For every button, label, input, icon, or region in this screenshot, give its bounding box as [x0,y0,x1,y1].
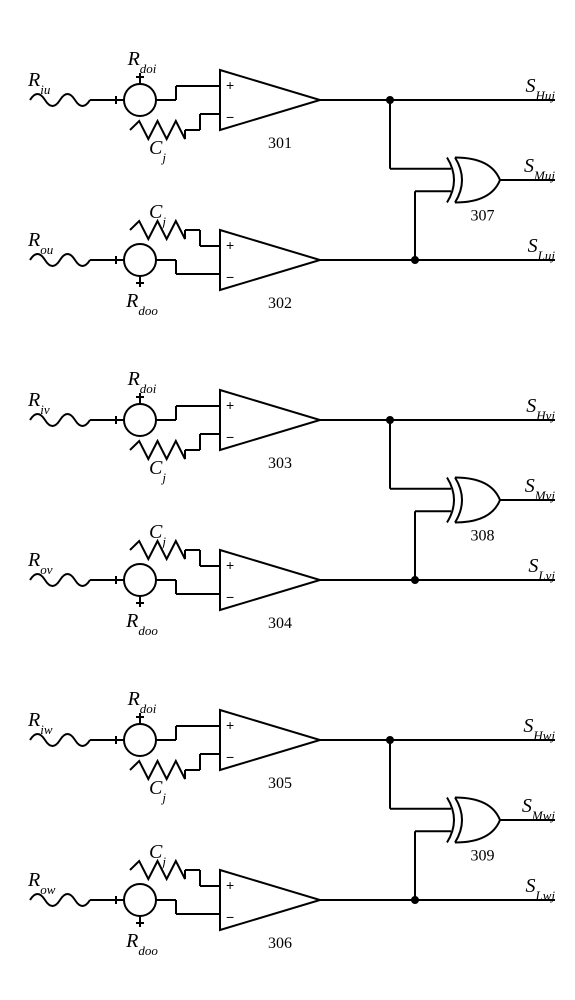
svg-text:301: 301 [268,135,292,152]
svg-text:Row: Row [27,869,56,897]
svg-text:−: − [226,429,234,445]
svg-text:Riw: Riw [27,709,53,737]
svg-text:−: − [226,589,234,605]
svg-text:Rdoi: Rdoi [127,368,157,396]
svg-text:Cj: Cj [149,841,166,869]
svg-text:SLvj: SLvj [528,555,555,583]
svg-text:SMuj: SMuj [524,155,555,183]
svg-text:Rdoi: Rdoi [127,48,157,76]
svg-text:+: + [226,717,234,733]
svg-text:308: 308 [471,528,495,545]
svg-text:306: 306 [268,935,292,952]
block-v: Riv Rdoi Cj + − 303 SHvj Rov Rdoo Cj + − 304 SLvj SMvj… [27,368,555,638]
svg-text:+: + [226,397,234,413]
svg-text:+: + [226,557,234,573]
svg-text:SHuj: SHuj [526,75,556,103]
svg-text:+: + [226,877,234,893]
svg-text:Riu: Riu [27,69,51,97]
svg-text:Cj: Cj [149,457,166,485]
svg-text:SHvj: SHvj [526,395,555,423]
svg-text:Cj: Cj [149,777,166,805]
svg-text:−: − [226,269,234,285]
svg-text:Rdoi: Rdoi [127,688,157,716]
svg-text:−: − [226,109,234,125]
svg-text:Cj: Cj [149,137,166,165]
svg-text:304: 304 [268,615,292,632]
svg-text:SMvj: SMvj [525,475,556,503]
svg-text:−: − [226,909,234,925]
svg-text:302: 302 [268,295,292,312]
svg-text:SLuj: SLuj [528,235,556,263]
block-u: Riu Rdoi Cj + − 301 SHuj Rou Rdoo Cj + − 302 SLuj SMuj… [27,48,555,318]
svg-text:+: + [226,237,234,253]
block-w: Riw Rdoi Cj + − 305 SHwj Row Rdoo Cj + − 306 SLwj SMwj… [27,688,555,958]
svg-text:Rov: Rov [27,549,53,577]
svg-text:305: 305 [268,775,292,792]
svg-text:SLwj: SLwj [525,875,555,903]
svg-text:SMwj: SMwj [522,795,556,823]
svg-text:309: 309 [471,848,495,865]
svg-text:+: + [226,77,234,93]
svg-text:Cj: Cj [149,521,166,549]
svg-text:−: − [226,749,234,765]
svg-text:307: 307 [471,208,495,225]
svg-text:SHwj: SHwj [523,715,555,743]
svg-text:Rou: Rou [27,229,54,257]
svg-text:Cj: Cj [149,201,166,229]
svg-text:Riv: Riv [27,389,50,417]
svg-text:303: 303 [268,455,292,472]
svg-text:Rdoo: Rdoo [125,930,158,958]
circuit-diagram: Riu Rdoi Cj + − 301 SHuj Rou Rdoo Cj + − 302 SLuj SMuj… [0,0,575,1000]
svg-text:Rdoo: Rdoo [125,610,158,638]
svg-text:Rdoo: Rdoo [125,290,158,318]
